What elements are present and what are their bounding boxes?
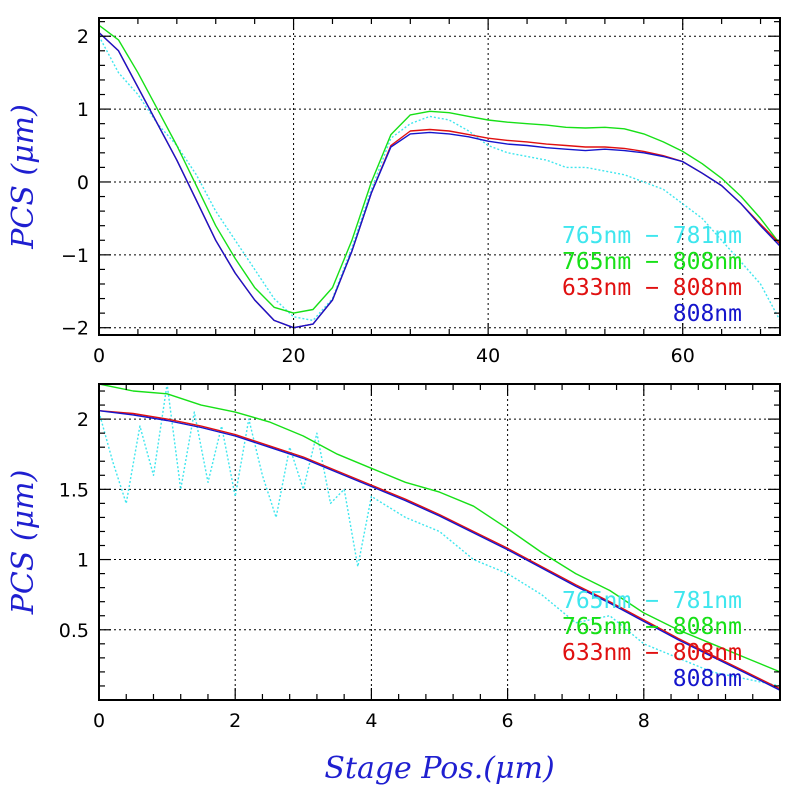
legend-entry: 765nm − 781nm: [562, 588, 742, 614]
legend-entry: 808nm: [673, 666, 742, 692]
y-tick-label: 1: [77, 550, 89, 572]
x-tick-label: 40: [476, 345, 500, 367]
x-tick-label: 0: [93, 710, 105, 732]
series-line-red: [99, 410, 780, 690]
series-line-green: [99, 384, 780, 673]
x-tick-label: 0: [93, 345, 105, 367]
series-line-cyan: [99, 35, 780, 322]
y-tick-label: −1: [61, 245, 89, 267]
plot-frame: [98, 383, 781, 701]
y-tick-label: 1: [77, 99, 89, 121]
x-tick-label: 6: [502, 710, 514, 732]
y-axis-title: PCS (μm): [6, 470, 41, 616]
x-tick-label: 2: [229, 710, 241, 732]
legend-entry: 765nm − 808nm: [562, 249, 742, 275]
x-tick-label: 8: [638, 710, 650, 732]
legend-entry: 633nm − 808nm: [562, 640, 742, 666]
plot-frame: [98, 17, 781, 336]
y-tick-label: −2: [61, 318, 89, 340]
y-axis-title: PCS (μm): [6, 104, 41, 250]
series-group: [99, 384, 780, 691]
legend-entry: 765nm − 781nm: [562, 223, 742, 249]
legend-entry: 765nm − 808nm: [562, 614, 742, 640]
series-group: [99, 24, 780, 329]
y-tick-label: 0: [77, 172, 89, 194]
x-axis-title: Stage Pos.(μm): [324, 751, 554, 786]
x-tick-label: 60: [671, 345, 695, 367]
y-tick-label: 0.5: [59, 620, 89, 642]
y-tick-label: 1.5: [59, 479, 89, 501]
series-line-cyan: [99, 384, 780, 687]
x-tick-label: 20: [281, 345, 305, 367]
legend-entry: 808nm: [673, 301, 742, 327]
series-line-blue: [99, 32, 780, 329]
series-line-blue: [99, 410, 780, 691]
y-tick-label: 2: [77, 409, 89, 431]
x-tick-label: 4: [365, 710, 377, 732]
series-line-green: [99, 24, 780, 314]
y-tick-label: 2: [77, 26, 89, 48]
legend-entry: 633nm − 808nm: [562, 275, 742, 301]
